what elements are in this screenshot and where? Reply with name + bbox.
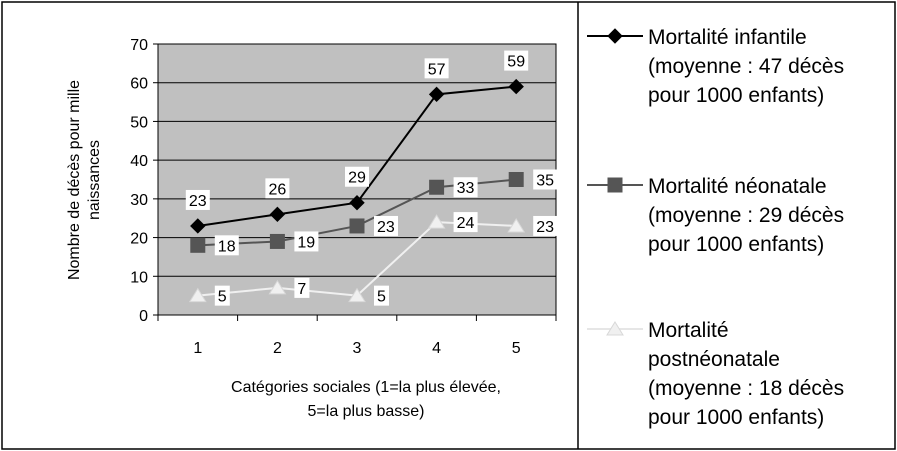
y-tick-label: 0 [139, 308, 148, 325]
data-label: 19 [297, 234, 315, 251]
legend-label-3: Mortalité [648, 319, 729, 342]
data-label: 33 [457, 180, 475, 197]
series-1-marker [508, 78, 524, 95]
series-1-marker [349, 195, 365, 211]
series-2-marker [508, 172, 524, 187]
data-label-box [214, 235, 239, 256]
series-1-marker [428, 86, 445, 103]
series-3-marker [268, 279, 287, 295]
data-label-box [453, 212, 478, 233]
y-tick-label: 40 [130, 153, 148, 170]
series-1-marker [269, 206, 286, 223]
x-tick-label: 4 [432, 340, 441, 357]
y-tick-label: 20 [130, 231, 148, 248]
legend-label-2: (moyenne : 29 décès [648, 204, 844, 227]
data-label-box [424, 58, 449, 79]
data-label: 18 [218, 238, 236, 255]
legend-marker-2 [607, 177, 623, 193]
data-label: 57 [428, 61, 446, 78]
data-label-box [453, 177, 478, 198]
legend-label-3: pour 1000 enfants) [648, 406, 824, 429]
x-axis: 1 2 3 4 5 [157, 315, 557, 357]
grid-lines [158, 82, 556, 277]
series-3-marker [348, 287, 366, 303]
legend-label-3: (moyenne : 18 décès [648, 377, 844, 400]
data-label: 59 [507, 54, 525, 71]
x-tick-label: 5 [512, 340, 521, 357]
series-3-marker [188, 287, 207, 303]
y-tick-label: 10 [130, 269, 148, 286]
y-tick-label: 60 [130, 76, 148, 93]
legend-marker-3 [606, 321, 624, 336]
data-label: 23 [536, 219, 554, 236]
x-axis-title-line-1: Catégories sociales (1=la plus élevée, [231, 379, 501, 396]
x-tick-label: 1 [193, 340, 202, 357]
data-label: 26 [269, 181, 287, 198]
series-markers [188, 78, 526, 303]
series-1-marker [190, 218, 206, 234]
y-axis-title-line-2: naissances [86, 140, 103, 220]
data-label: 35 [536, 173, 554, 190]
y-tick-label: 70 [130, 37, 148, 54]
data-label: 23 [189, 193, 207, 210]
legend-label-3: postnéonatale [648, 348, 780, 371]
data-label-box [185, 189, 210, 210]
data-label: 23 [377, 219, 395, 236]
y-axis: 0 10 20 30 40 50 60 70 [130, 37, 158, 325]
data-label-box [214, 285, 230, 306]
data-label-box [533, 169, 558, 190]
x-axis-title-line-2: 5=la plus basse) [308, 403, 425, 420]
series-2-marker [429, 179, 445, 195]
series-3-marker [507, 218, 526, 233]
data-label-box [345, 166, 369, 187]
data-label: 29 [348, 170, 366, 187]
series-2-marker [349, 218, 365, 234]
legend-label-1: (moyenne : 47 décès [648, 55, 844, 78]
series-2-marker [269, 233, 285, 249]
data-label-box [374, 285, 389, 306]
data-label-box [294, 231, 319, 252]
y-tick-label: 30 [130, 192, 148, 209]
legend-label-1: Mortalité infantile [648, 26, 807, 49]
series-3-marker [427, 214, 446, 229]
legend-label-2: Mortalité néonatale [648, 175, 827, 198]
legend: Mortalité infantile (moyenne : 47 décès po… [587, 26, 844, 429]
legend-label-1: pour 1000 enfants) [648, 84, 824, 107]
data-label: 24 [457, 215, 475, 232]
data-label-box [294, 277, 310, 298]
data-label: 7 [297, 281, 306, 298]
x-tick-label: 3 [353, 340, 362, 357]
x-tick-label: 2 [273, 340, 282, 357]
data-label: 5 [218, 289, 227, 306]
data-label-box [374, 215, 398, 236]
legend-marker-1 [607, 28, 623, 44]
data-label-box [504, 50, 529, 71]
data-label-box [265, 178, 290, 199]
data-label-box [533, 215, 558, 236]
y-axis-title-line-1: Nombre de décès pour mille [66, 80, 83, 280]
data-label: 5 [377, 289, 386, 306]
legend-label-2: pour 1000 enfants) [648, 233, 824, 256]
series-2-marker [190, 237, 206, 253]
y-tick-label: 50 [130, 114, 148, 131]
